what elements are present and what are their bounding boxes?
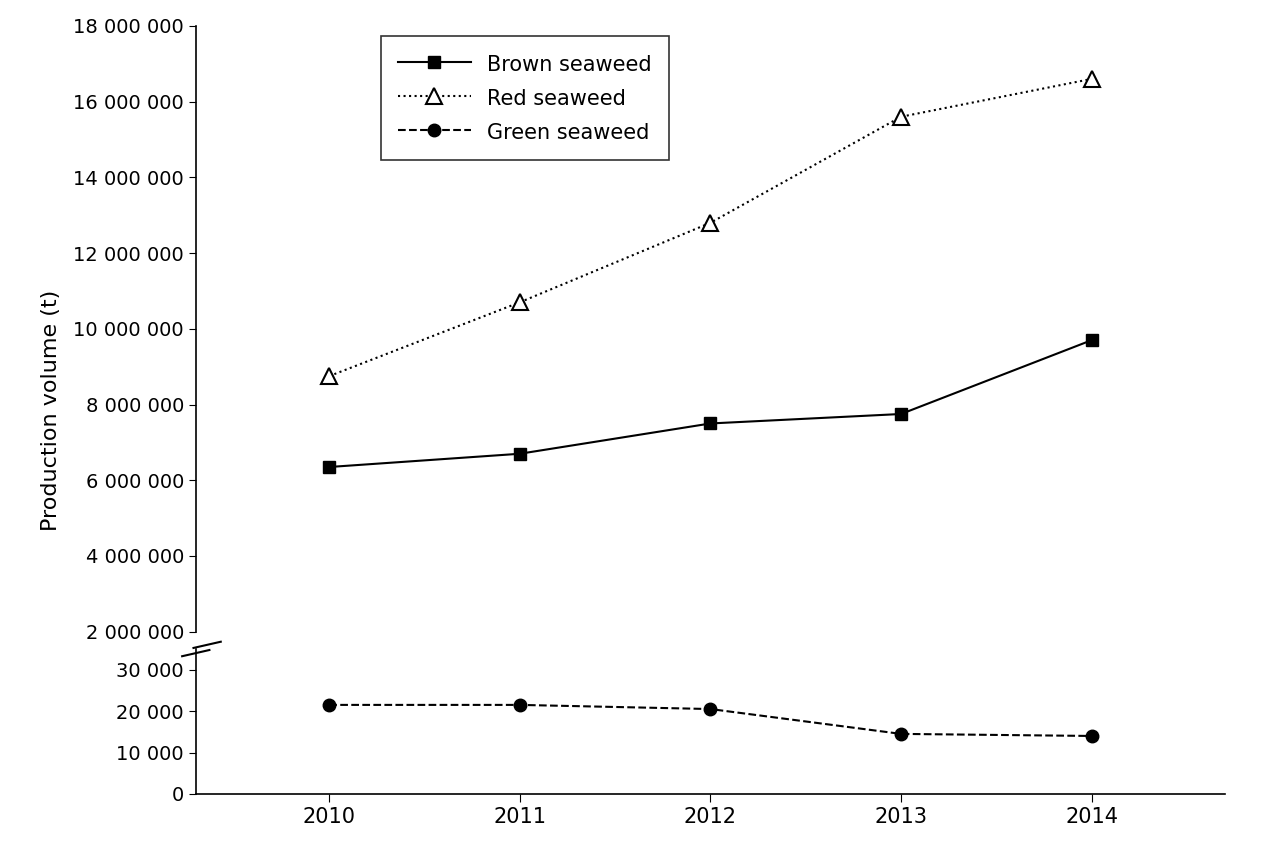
Text: Production volume (t): Production volume (t): [40, 289, 61, 531]
Legend: Brown seaweed, Red seaweed, Green seaweed: Brown seaweed, Red seaweed, Green seawee…: [381, 36, 668, 160]
